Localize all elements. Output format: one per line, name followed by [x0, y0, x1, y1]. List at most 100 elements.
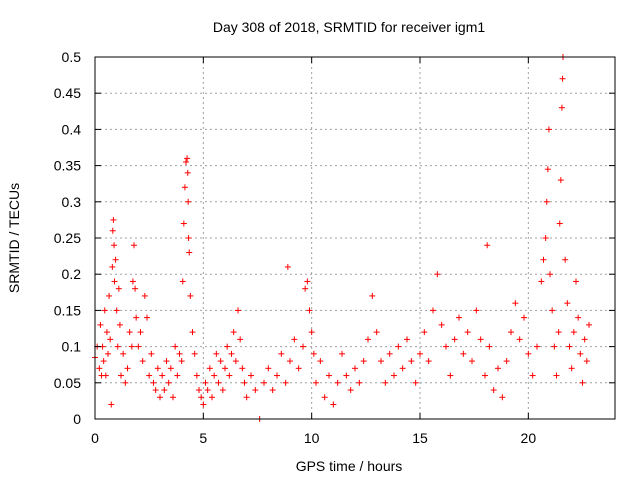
data-point [103, 329, 110, 336]
data-point [412, 379, 419, 386]
data-point [395, 343, 402, 350]
data-point [473, 307, 480, 314]
data-point [525, 350, 532, 357]
y-tick-label: 0.1 [62, 339, 82, 355]
y-tick-label: 0.35 [54, 158, 81, 174]
data-point [146, 372, 153, 379]
data-point [109, 263, 116, 270]
data-point [360, 358, 367, 365]
data-point [434, 271, 441, 278]
data-point [559, 75, 566, 82]
data-point [135, 343, 142, 350]
data-point [512, 300, 519, 307]
data-point [213, 350, 220, 357]
y-tick-label: 0.5 [62, 49, 82, 65]
data-point [579, 379, 586, 386]
data-point [230, 329, 237, 336]
data-point [204, 387, 211, 394]
data-point [269, 387, 276, 394]
data-point [106, 292, 113, 299]
data-point [534, 343, 540, 350]
data-point [133, 314, 140, 321]
data-point [317, 358, 324, 365]
data-point [495, 365, 501, 372]
data-point [243, 394, 250, 401]
data-point [408, 358, 415, 365]
data-point [110, 216, 117, 223]
data-point [551, 343, 558, 350]
data-point [278, 350, 285, 357]
data-point [545, 126, 552, 133]
data-point [191, 350, 198, 357]
data-point [484, 242, 491, 249]
data-point [183, 158, 189, 165]
data-point [274, 372, 280, 379]
data-point [219, 387, 226, 394]
data-point [417, 350, 423, 357]
data-point [343, 372, 350, 379]
data-point [421, 329, 428, 336]
data-point [438, 321, 445, 328]
data-point [211, 372, 218, 379]
data-point [391, 372, 397, 379]
data-point [573, 278, 579, 285]
data-point [235, 307, 241, 314]
data-point [464, 329, 471, 336]
data-point [178, 358, 185, 365]
data-point [557, 177, 564, 184]
data-point [152, 387, 159, 394]
data-point [460, 350, 467, 357]
axis-ticks [94, 56, 615, 420]
data-point [503, 358, 510, 365]
data-point [304, 278, 311, 285]
data-point [185, 235, 192, 241]
data-point [310, 350, 317, 357]
data-point [186, 249, 193, 256]
data-point [189, 329, 196, 336]
data-point [252, 387, 259, 394]
y-tick-label: 0.45 [54, 85, 81, 101]
data-point [97, 321, 104, 328]
data-point [284, 263, 291, 270]
data-point [239, 365, 246, 372]
data-point [131, 242, 137, 249]
data-point [555, 329, 562, 336]
data-point [369, 292, 376, 299]
data-point [226, 372, 233, 379]
data-point [141, 292, 148, 299]
data-point [126, 329, 133, 336]
data-point [469, 358, 475, 365]
data-point [447, 372, 454, 379]
data-point [386, 350, 393, 357]
y-tick-label: 0 [73, 411, 81, 427]
data-point [382, 379, 389, 386]
data-point [521, 314, 527, 321]
data-point [198, 394, 205, 401]
data-point [200, 401, 207, 408]
data-point [165, 379, 172, 386]
data-point [241, 379, 248, 386]
data-point [538, 278, 545, 285]
data-point [196, 387, 202, 394]
y-tick-label: 0.4 [62, 121, 82, 137]
y-tick-label: 0.15 [54, 302, 81, 318]
data-point [356, 379, 363, 386]
data-point [181, 184, 188, 191]
data-point [122, 379, 129, 386]
data-point [180, 220, 187, 227]
data-point [157, 394, 163, 401]
data-point [265, 365, 272, 372]
data-point [451, 336, 458, 343]
data-point [187, 292, 194, 299]
data-point [547, 271, 553, 278]
data-point [144, 314, 150, 321]
data-point [179, 278, 186, 285]
data-point [96, 365, 103, 372]
data-point [170, 394, 176, 401]
data-point [562, 256, 569, 263]
data-point [107, 336, 114, 343]
data-point [228, 350, 235, 357]
data-point [529, 372, 536, 379]
data-point [115, 285, 122, 292]
